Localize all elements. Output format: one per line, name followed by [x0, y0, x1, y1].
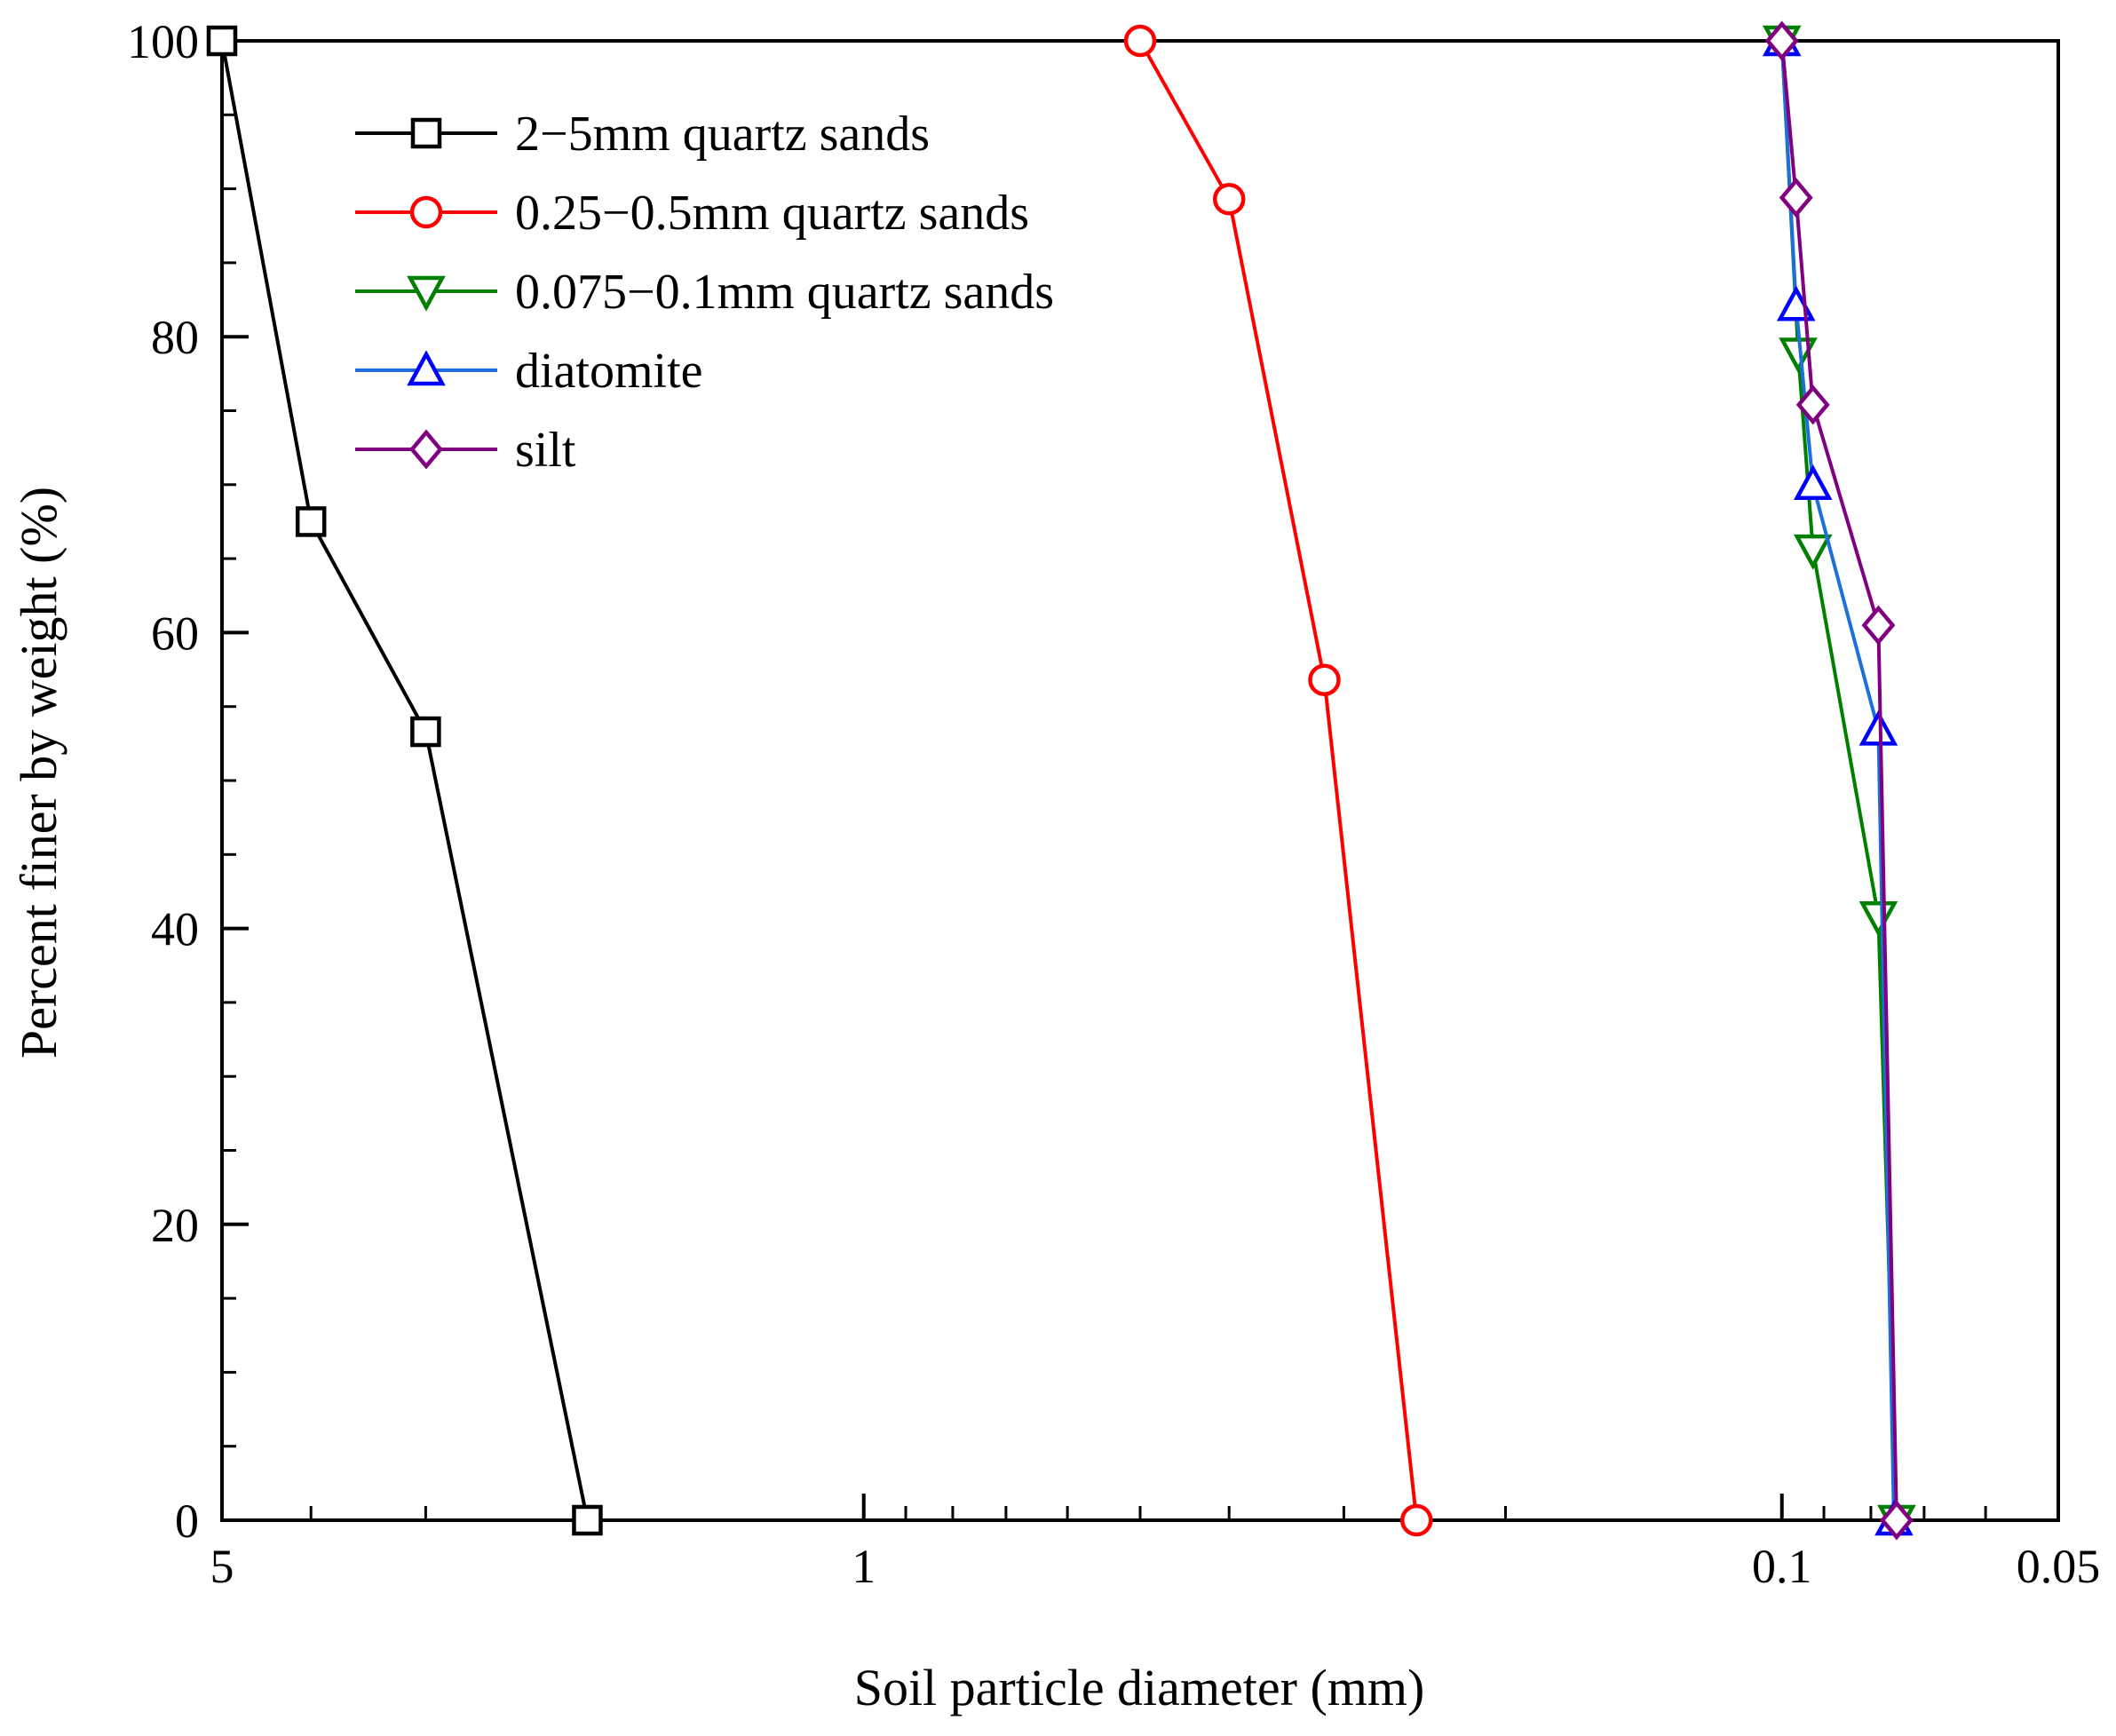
data-point — [1858, 709, 1898, 746]
y-tick-label: 80 — [151, 311, 199, 364]
legend-label: 0.075−0.1mm quartz sands — [515, 265, 1054, 320]
series-line — [1779, 40, 1896, 1521]
y-axis-tick-labels: 0 20 40 60 80 100 — [127, 15, 199, 1548]
y-tick-label: 20 — [151, 1199, 199, 1252]
plot-area — [206, 20, 2060, 1541]
legend-item: diatomite — [355, 344, 703, 399]
data-point — [1308, 663, 1341, 696]
legend-item: silt — [355, 423, 576, 478]
data-point — [295, 506, 327, 537]
legend-label: 0.25−0.5mm quartz sands — [515, 186, 1029, 241]
legend-item: 0.075−0.1mm quartz sands — [355, 265, 1054, 320]
data-point — [1764, 20, 1799, 61]
y-axis-ticks — [222, 39, 249, 1522]
legend-label: silt — [515, 423, 576, 478]
data-point — [1212, 183, 1246, 216]
series-1 — [1123, 24, 1433, 1537]
legend-marker — [407, 275, 446, 312]
series-4 — [1764, 20, 1914, 1541]
legend-marker — [407, 350, 446, 386]
legend-marker — [409, 195, 443, 229]
data-point — [1879, 1500, 1914, 1541]
x-tick-label: 5 — [210, 1540, 234, 1593]
x-tick-label: 0.1 — [1752, 1540, 1812, 1593]
plot-frame — [220, 39, 2060, 1522]
x-tick-label: 1 — [852, 1540, 876, 1593]
series-3 — [1762, 20, 1914, 1536]
data-point — [572, 1504, 603, 1536]
x-tick-label: 0.05 — [2017, 1540, 2101, 1593]
series-0 — [206, 25, 603, 1536]
legend: 2−5mm quartz sands 0.25−0.5mm quartz sand… — [355, 107, 1054, 478]
data-point — [1779, 178, 1813, 218]
legend-marker — [410, 117, 442, 149]
series-line — [1138, 40, 1419, 1521]
y-tick-label: 40 — [151, 903, 199, 956]
data-point — [1861, 605, 1896, 646]
data-point — [1123, 24, 1157, 58]
legend-item: 2−5mm quartz sands — [355, 107, 930, 162]
y-tick-label: 60 — [151, 606, 199, 660]
y-tick-label: 0 — [175, 1494, 199, 1548]
data-point — [1793, 464, 1833, 501]
x-axis-title: Soil particle diameter (mm) — [854, 1659, 1425, 1716]
legend-label: 2−5mm quartz sands — [515, 107, 930, 162]
legend-marker — [409, 429, 443, 470]
series-line — [220, 40, 590, 1521]
legend-label: diatomite — [515, 344, 703, 399]
series-layer — [206, 20, 1916, 1541]
y-axis-title: Percent finer by weight (%) — [10, 487, 67, 1058]
data-point — [1795, 384, 1830, 425]
data-point — [1793, 534, 1833, 570]
legend-item: 0.25−0.5mm quartz sands — [355, 186, 1029, 241]
data-point — [206, 25, 238, 57]
x-axis-ticks — [220, 1494, 2060, 1520]
data-point — [1858, 901, 1898, 937]
data-point — [410, 716, 441, 748]
x-axis-tick-labels: 5 1 0.1 0.05 — [210, 1540, 2101, 1593]
data-point — [1400, 1503, 1433, 1537]
y-tick-label: 100 — [127, 15, 199, 68]
